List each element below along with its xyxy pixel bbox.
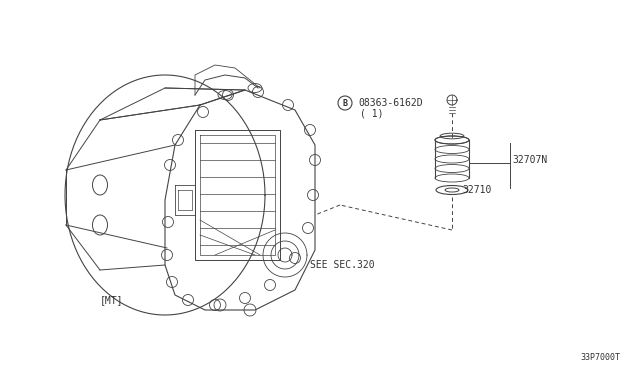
Text: B: B — [342, 99, 348, 108]
Text: 32710: 32710 — [462, 185, 492, 195]
Text: 32707N: 32707N — [512, 155, 547, 165]
Text: [MT]: [MT] — [100, 295, 124, 305]
Text: 08363-6162D: 08363-6162D — [358, 98, 422, 108]
Text: ( 1): ( 1) — [360, 109, 383, 119]
Text: 33P7000T: 33P7000T — [580, 353, 620, 362]
Text: SEE SEC.320: SEE SEC.320 — [310, 260, 374, 270]
